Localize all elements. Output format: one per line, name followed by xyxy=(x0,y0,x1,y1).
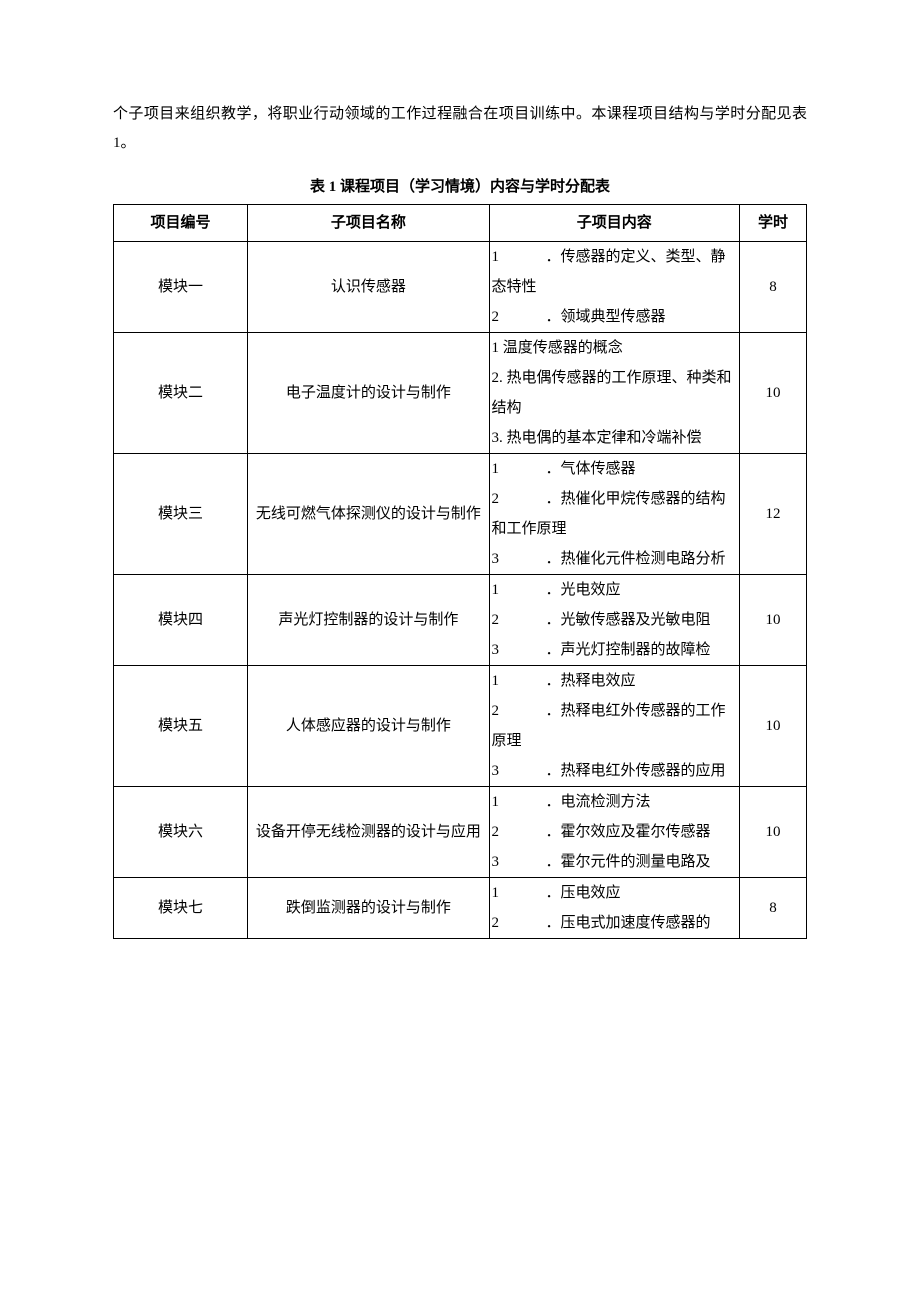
table-row: 模块五人体感应器的设计与制作1．热释电效应2．热释电红外传感器的工作原理3．热释… xyxy=(114,666,807,787)
cell-hours: 10 xyxy=(739,575,806,666)
header-id: 项目编号 xyxy=(114,204,248,242)
cell-id: 模块六 xyxy=(114,787,248,878)
cell-name: 电子温度计的设计与制作 xyxy=(248,333,489,454)
cell-content: 1．传感器的定义、类型、静态特性2．领域典型传感器 xyxy=(489,242,739,333)
cell-content: 1．压电效应2．压电式加速度传感器的 xyxy=(489,878,739,939)
cell-hours: 12 xyxy=(739,454,806,575)
header-content: 子项目内容 xyxy=(489,204,739,242)
header-name: 子项目名称 xyxy=(248,204,489,242)
cell-hours: 8 xyxy=(739,242,806,333)
cell-name: 设备开停无线检测器的设计与应用 xyxy=(248,787,489,878)
cell-name: 认识传感器 xyxy=(248,242,489,333)
cell-content: 1．气体传感器2．热催化甲烷传感器的结构和工作原理3．热催化元件检测电路分析 xyxy=(489,454,739,575)
cell-hours: 8 xyxy=(739,878,806,939)
cell-id: 模块二 xyxy=(114,333,248,454)
cell-id: 模块三 xyxy=(114,454,248,575)
cell-hours: 10 xyxy=(739,787,806,878)
course-table: 项目编号 子项目名称 子项目内容 学时 模块一认识传感器1．传感器的定义、类型、… xyxy=(113,204,807,940)
table-row: 模块三无线可燃气体探测仪的设计与制作1．气体传感器2．热催化甲烷传感器的结构和工… xyxy=(114,454,807,575)
cell-content: 1．热释电效应2．热释电红外传感器的工作原理3．热释电红外传感器的应用 xyxy=(489,666,739,787)
cell-name: 无线可燃气体探测仪的设计与制作 xyxy=(248,454,489,575)
cell-name: 人体感应器的设计与制作 xyxy=(248,666,489,787)
table-row: 模块一认识传感器1．传感器的定义、类型、静态特性2．领域典型传感器8 xyxy=(114,242,807,333)
table-row: 模块二电子温度计的设计与制作1 温度传感器的概念2. 热电偶传感器的工作原理、种… xyxy=(114,333,807,454)
intro-paragraph: 个子项目来组织教学，将职业行动领域的工作过程融合在项目训练中。本课程项目结构与学… xyxy=(113,100,807,157)
cell-hours: 10 xyxy=(739,666,806,787)
cell-content: 1．光电效应2．光敏传感器及光敏电阻3．声光灯控制器的故障检 xyxy=(489,575,739,666)
cell-content: 1 温度传感器的概念2. 热电偶传感器的工作原理、种类和结构3. 热电偶的基本定… xyxy=(489,333,739,454)
table-body: 模块一认识传感器1．传感器的定义、类型、静态特性2．领域典型传感器8模块二电子温… xyxy=(114,242,807,939)
cell-name: 声光灯控制器的设计与制作 xyxy=(248,575,489,666)
table-header-row: 项目编号 子项目名称 子项目内容 学时 xyxy=(114,204,807,242)
cell-id: 模块五 xyxy=(114,666,248,787)
cell-id: 模块七 xyxy=(114,878,248,939)
table-row: 模块四声光灯控制器的设计与制作1．光电效应2．光敏传感器及光敏电阻3．声光灯控制… xyxy=(114,575,807,666)
cell-id: 模块一 xyxy=(114,242,248,333)
cell-id: 模块四 xyxy=(114,575,248,666)
table-caption: 表 1 课程项目（学习情境）内容与学时分配表 xyxy=(113,173,807,202)
table-row: 模块七跌倒监测器的设计与制作1．压电效应2．压电式加速度传感器的8 xyxy=(114,878,807,939)
cell-content: 1．电流检测方法2．霍尔效应及霍尔传感器3．霍尔元件的测量电路及 xyxy=(489,787,739,878)
header-hours: 学时 xyxy=(739,204,806,242)
cell-hours: 10 xyxy=(739,333,806,454)
table-row: 模块六设备开停无线检测器的设计与应用1．电流检测方法2．霍尔效应及霍尔传感器3．… xyxy=(114,787,807,878)
cell-name: 跌倒监测器的设计与制作 xyxy=(248,878,489,939)
